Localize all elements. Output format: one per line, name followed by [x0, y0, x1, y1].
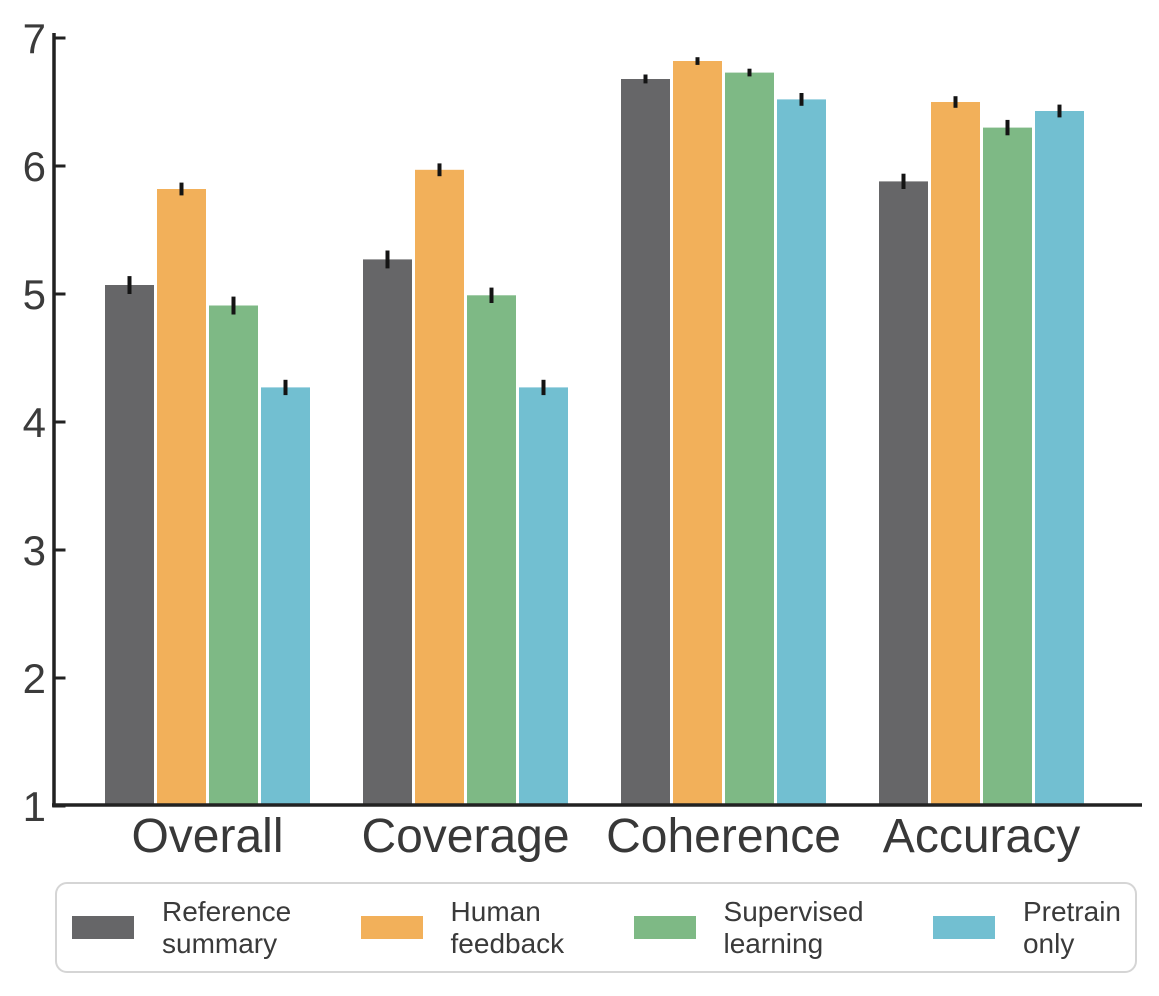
bar-overall-pretrain-only — [261, 387, 310, 806]
bar-coherence-pretrain-only — [777, 99, 826, 806]
legend-label-human-feedback: Human feedback — [450, 895, 565, 959]
bar-coherence-supervised-learning — [725, 72, 774, 807]
y-tick-label-4: 4 — [23, 399, 46, 446]
y-tick-label-2: 2 — [23, 655, 46, 702]
chart-plot-area: 1 2 3 4 5 6 7 Overall Coverage Coherence Accuracy — [23, 15, 1142, 863]
y-tick-label-6: 6 — [23, 143, 46, 190]
x-category-label-overall: Overall — [131, 810, 283, 863]
x-category-label-accuracy: Accuracy — [883, 810, 1080, 863]
y-tick-label-3: 3 — [23, 527, 46, 574]
x-category-label-coherence: Coherence — [606, 810, 841, 863]
legend-item-pretrain-only: Pretrain only — [932, 895, 1121, 960]
bar-coherence-reference-summary — [621, 79, 670, 806]
bar-coverage-human-feedback — [415, 169, 464, 807]
bar-coverage-supervised-learning — [467, 295, 516, 806]
legend-swatch-reference-summary — [72, 916, 134, 939]
bar-overall-human-feedback — [157, 189, 206, 806]
y-tick-label-1: 1 — [23, 783, 46, 830]
y-tick-label-7: 7 — [23, 15, 46, 62]
bar-accuracy-reference-summary — [879, 181, 928, 806]
bar-coverage-pretrain-only — [519, 387, 568, 806]
legend-item-reference-summary: Reference summary — [72, 896, 291, 960]
legend-swatch-pretrain-only — [932, 916, 995, 939]
legend-label-pretrain-only: Pretrain only — [1022, 895, 1121, 959]
legend-item-supervised-learning: Supervised learning — [633, 895, 864, 960]
y-tick-label-5: 5 — [23, 271, 46, 318]
bar-coherence-human-feedback — [673, 61, 722, 806]
bar-overall-supervised-learning — [209, 305, 258, 806]
legend-swatch-supervised-learning — [633, 916, 696, 939]
bar-accuracy-human-feedback — [931, 102, 980, 806]
chart-legend: Reference summary Human feedback Supervised l… — [55, 882, 1137, 973]
legend-label-supervised-learning: Supervised learning — [723, 895, 864, 959]
bar-coverage-reference-summary — [363, 259, 412, 806]
legend-item-human-feedback: Human feedback — [360, 895, 565, 960]
bar-overall-reference-summary — [105, 285, 154, 806]
x-category-label-coverage: Coverage — [361, 810, 569, 863]
bar-accuracy-pretrain-only — [1035, 111, 1084, 806]
legend-label-reference-summary: Reference summary — [162, 895, 292, 959]
legend-swatch-human-feedback — [360, 916, 423, 939]
bar-accuracy-supervised-learning — [983, 127, 1032, 807]
